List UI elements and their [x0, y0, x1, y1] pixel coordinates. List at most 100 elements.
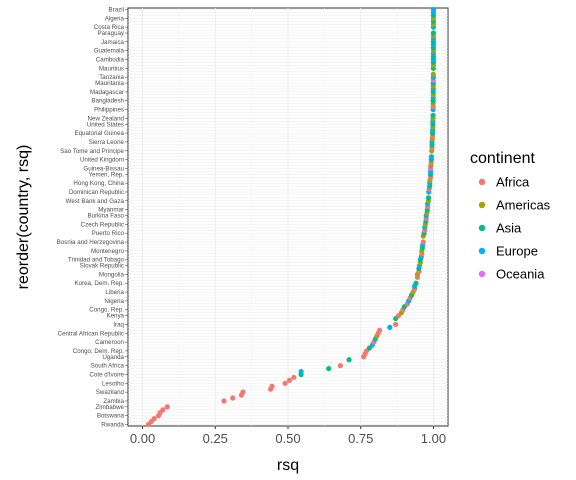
data-points: [145, 6, 437, 428]
country-label: Czech Republic: [81, 221, 124, 228]
data-point-asia: [430, 112, 436, 119]
country-label: New Zealand: [88, 115, 125, 122]
legend-title: continent: [470, 150, 535, 167]
legend-label-asia: Asia: [496, 221, 522, 236]
country-label: United Kingdom: [80, 157, 124, 164]
x-tick-label: 0.25: [203, 431, 228, 446]
country-label: Guinea-Bissau: [83, 165, 124, 172]
data-point-asia: [430, 30, 437, 36]
country-label: Cameroon: [95, 339, 124, 346]
data-point-africa: [291, 374, 297, 381]
country-label: Guatemala: [94, 48, 125, 55]
legend-label-europe: Europe: [496, 244, 538, 259]
legend: continent Africa Americas Asia Europe Oceani…: [470, 150, 551, 282]
grid-lines: [128, 8, 448, 426]
country-label: Uganda: [102, 354, 124, 361]
country-label: Zimbabwe: [95, 404, 124, 411]
country-label: Trinidad and Tobago: [68, 257, 125, 264]
country-label: Cambodia: [96, 57, 125, 64]
data-point-africa: [377, 327, 383, 333]
legend-key-asia: [478, 224, 486, 232]
country-label: Paraguay: [98, 30, 125, 37]
x-tick-label: 0.50: [275, 431, 300, 446]
country-label: Mongolia: [99, 271, 125, 278]
data-point-africa: [240, 389, 246, 395]
data-point-africa: [164, 404, 170, 410]
legend-label-americas: Americas: [496, 198, 551, 213]
country-label: Algeria: [105, 15, 125, 22]
country-label: Congo, Dem. Rep.: [73, 348, 125, 355]
x-tick-label: 0.00: [130, 431, 155, 446]
country-label: Bosnia and Herzegovina: [57, 239, 125, 246]
legend-key-americas: [478, 201, 486, 209]
country-label: South Africa: [91, 363, 125, 370]
country-label: Sierra Leone: [89, 139, 125, 146]
country-label: Costa Rica: [94, 24, 125, 31]
country-label: Slovak Republic: [80, 263, 124, 270]
data-point-africa: [393, 321, 399, 328]
data-point-europe: [298, 368, 304, 375]
country-label: Congo, Rep.: [89, 307, 124, 314]
data-point-africa: [221, 398, 227, 404]
country-label: Lesotho: [102, 380, 125, 387]
country-label: United States: [87, 121, 124, 128]
x-tick-label: 1.00: [421, 431, 446, 446]
country-label: Central African Republic: [58, 330, 124, 337]
country-label: Mauritius: [99, 65, 124, 72]
data-point-americas: [430, 71, 436, 77]
data-point-asia: [425, 195, 432, 201]
data-point-asia: [346, 357, 352, 363]
data-point-africa: [282, 380, 288, 386]
country-label: Madagascar: [90, 89, 124, 96]
legend-label-africa: Africa: [496, 175, 530, 190]
country-label: Puerto Rico: [92, 230, 125, 237]
data-point-africa: [151, 416, 157, 422]
legend-key-europe: [478, 247, 486, 255]
country-label: Tanzania: [99, 74, 124, 81]
data-point-africa: [337, 363, 343, 369]
country-label: Kenya: [106, 313, 124, 320]
country-label: Bangladesh: [91, 98, 124, 105]
x-axis-title: rsq: [277, 457, 299, 474]
data-point-africa: [160, 407, 166, 413]
x-tick-label: 0.75: [348, 431, 373, 446]
country-label: West Bank and Gaza: [66, 198, 125, 205]
country-label: Liberia: [105, 289, 124, 296]
country-label: Sao Tome and Principe: [60, 148, 124, 155]
country-label: Jamaica: [101, 39, 125, 46]
legend-label-oceania: Oceania: [496, 267, 545, 282]
country-label: Philippines: [94, 107, 124, 114]
country-label: Montenegro: [91, 248, 125, 255]
data-point-asia: [413, 280, 419, 286]
data-point-africa: [286, 377, 293, 383]
data-point-europe: [387, 324, 393, 330]
country-label: Iraq: [113, 321, 124, 328]
country-label: Yemen, Rep.: [88, 171, 124, 178]
country-label: Brazil: [109, 6, 124, 13]
country-label: Myanmar: [98, 207, 124, 214]
data-point-europe: [428, 154, 435, 160]
country-label: Mauritania: [95, 80, 124, 87]
data-point-africa: [269, 383, 275, 389]
country-label: Dominican Republic: [69, 189, 124, 196]
data-point-europe: [430, 6, 437, 13]
legend-key-oceania: [478, 270, 486, 278]
x-tick-labels: 0.00 0.25 0.50 0.75 1.00: [130, 426, 446, 446]
country-label: Swaziland: [96, 389, 125, 396]
country-label: Korea, Dem. Rep.: [74, 280, 124, 287]
data-point-africa: [230, 395, 236, 401]
country-label: Cote d'Ivoire: [89, 371, 124, 378]
data-point-asia: [326, 365, 332, 372]
legend-key-africa: [478, 178, 486, 186]
country-label: Botswana: [97, 413, 125, 420]
country-label: Zambia: [103, 398, 124, 405]
country-label: Burkina Faso: [88, 213, 125, 220]
y-axis-title: reorder(country, rsq): [15, 145, 32, 290]
country-label: Hong Kong, China: [73, 180, 124, 187]
country-label: Nigeria: [104, 298, 124, 305]
data-point-africa: [420, 239, 426, 245]
country-label: Equatorial Guinea: [74, 130, 124, 137]
country-label: Rwanda: [101, 422, 124, 429]
